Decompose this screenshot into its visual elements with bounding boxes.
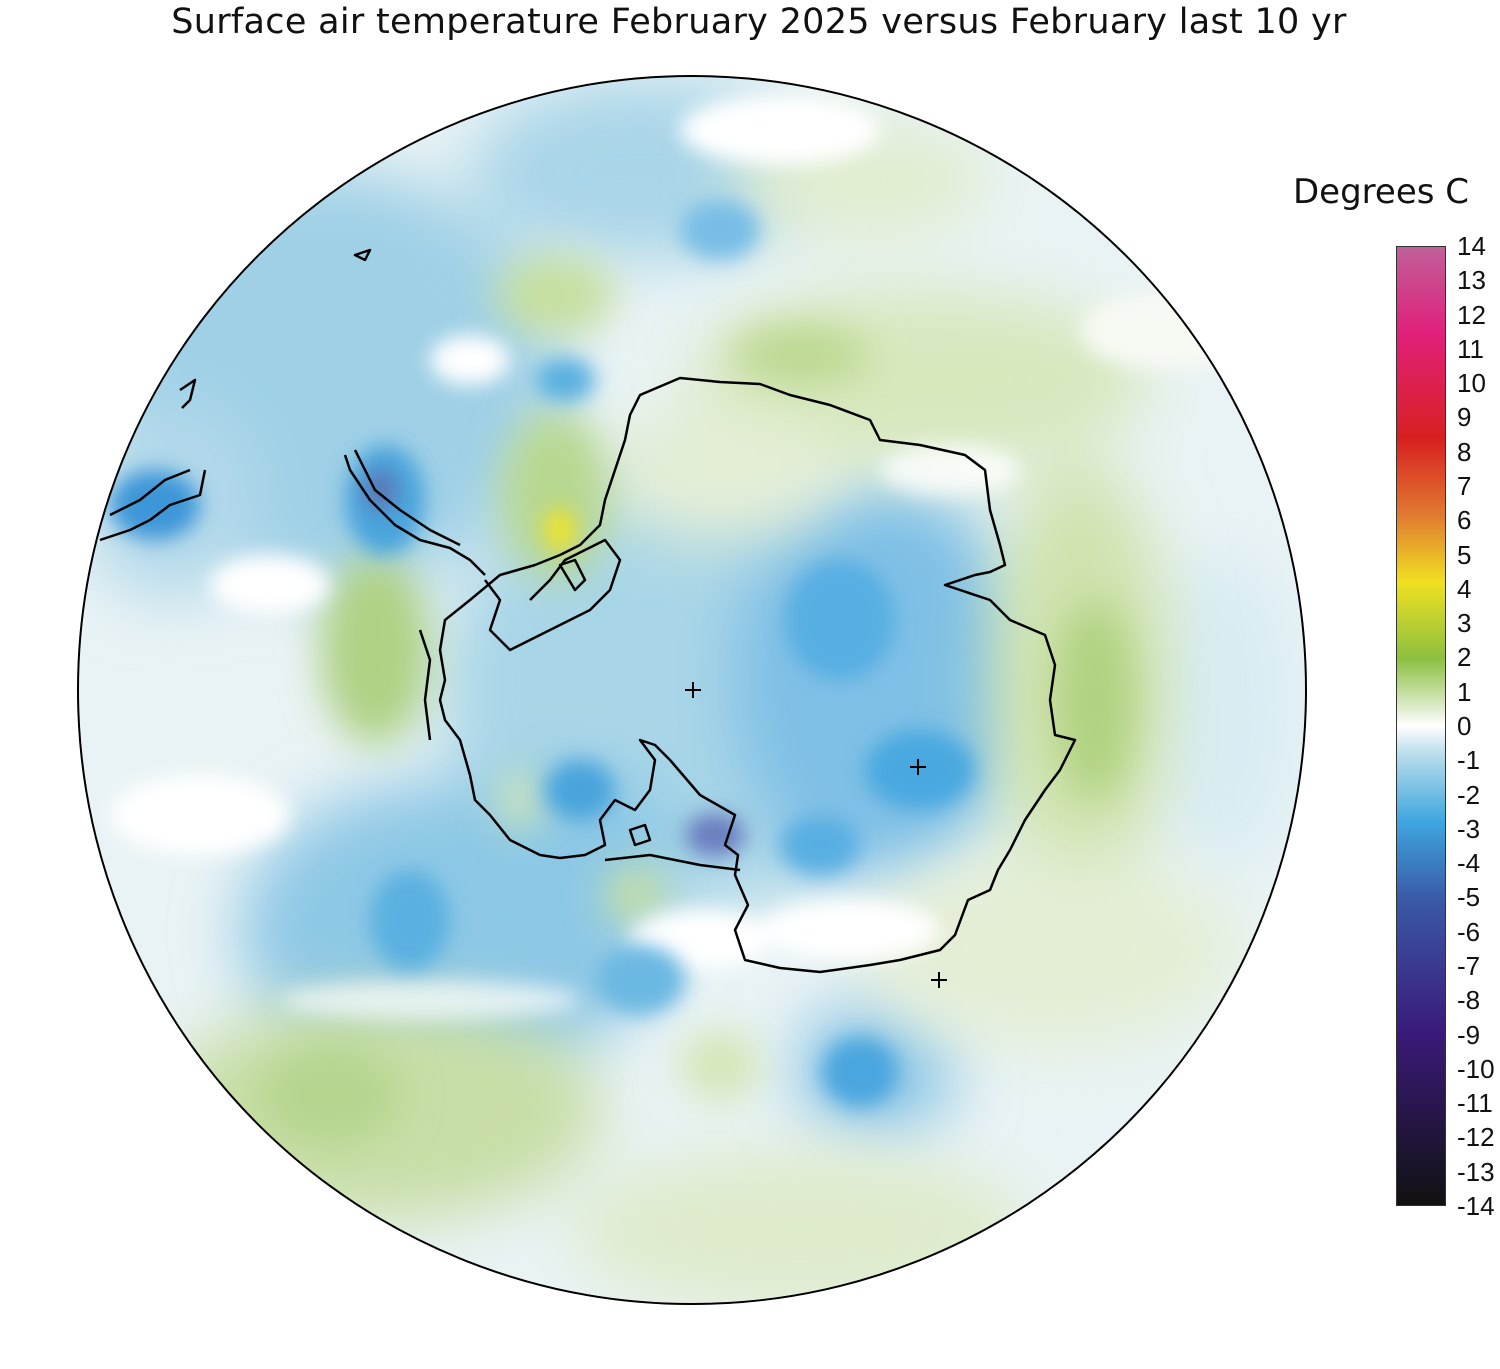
colorbar-tick-label: 6 xyxy=(1457,505,1472,536)
colorbar-tick-label: -8 xyxy=(1457,985,1481,1016)
colorbar-tick-label: 10 xyxy=(1457,368,1486,399)
colorbar-tick-label: 14 xyxy=(1457,231,1486,261)
colorbar-tick-label: 11 xyxy=(1457,333,1484,364)
colorbar-tick-label: 5 xyxy=(1457,539,1472,570)
colorbar-tick-label: 4 xyxy=(1457,573,1472,604)
coastline xyxy=(99,248,1077,974)
polar-map xyxy=(77,75,1307,1305)
colorbar-tick-label: -6 xyxy=(1457,916,1481,947)
map-boundary xyxy=(77,75,1307,1305)
south-pole-marker xyxy=(685,682,701,698)
colorbar-tick-label: -14 xyxy=(1457,1191,1495,1221)
colorbar-tick-label: -9 xyxy=(1457,1019,1481,1050)
colorbar-tick-label: -5 xyxy=(1457,882,1481,913)
colorbar-tick-label: -2 xyxy=(1457,779,1481,810)
pole-markers xyxy=(685,682,947,988)
chart-title: Surface air temperature February 2025 ve… xyxy=(171,2,1347,42)
colorbar-tick-label: 13 xyxy=(1457,265,1486,296)
colorbar-tick-label: -10 xyxy=(1457,1053,1495,1084)
colorbar-tick-label: -11 xyxy=(1457,1088,1493,1119)
legend-title: Degrees C xyxy=(1293,172,1470,212)
colorbar-tick-label: -1 xyxy=(1457,745,1481,776)
colorbar-tick-label: -13 xyxy=(1457,1156,1495,1187)
colorbar-tick-label: 12 xyxy=(1457,299,1486,330)
colorbar-tick-label: -12 xyxy=(1457,1122,1495,1153)
colorbar-tick-label: -3 xyxy=(1457,813,1481,844)
colorbar-tick-label: 8 xyxy=(1457,436,1472,467)
colorbar-tick-label: 3 xyxy=(1457,608,1472,639)
colorbar-tick-label: 7 xyxy=(1457,471,1472,501)
colorbar-tick-label: 9 xyxy=(1457,402,1472,433)
colorbar-tick-label: 2 xyxy=(1457,642,1472,673)
marker-coast xyxy=(931,972,947,988)
colorbar-tick-label: 1 xyxy=(1457,676,1472,707)
marker-east xyxy=(910,759,926,775)
colorbar-tick-label: -4 xyxy=(1457,848,1481,879)
colorbar xyxy=(1396,246,1446,1206)
colorbar-tick-label: 0 xyxy=(1457,711,1472,741)
colorbar-tick-label: -7 xyxy=(1457,951,1481,981)
